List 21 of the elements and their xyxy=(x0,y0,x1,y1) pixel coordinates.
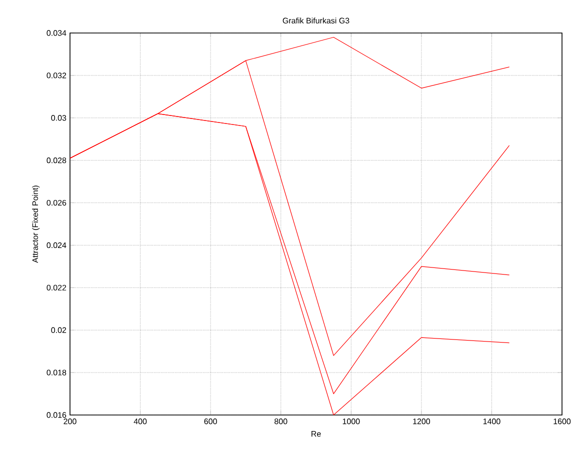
x-tick-label: 1200 xyxy=(413,418,430,424)
x-tick-label: 200 xyxy=(64,418,76,424)
chart-title: Grafik Bifurkasi G3 xyxy=(282,18,350,24)
y-tick-label: 0.018 xyxy=(46,370,66,376)
y-axis-title: Attractor (Fixed Point) xyxy=(32,186,40,263)
x-tick-label: 1400 xyxy=(483,418,500,424)
x-tick-label: 1000 xyxy=(342,418,360,424)
y-tick-label: 0.016 xyxy=(46,412,66,418)
x-tick-label: 400 xyxy=(134,418,147,424)
x-axis-title: Re xyxy=(312,431,321,437)
x-tick-label: 800 xyxy=(274,418,288,424)
y-tick-label: 0.03 xyxy=(51,115,66,121)
y-tick-label: 0.032 xyxy=(46,72,66,78)
y-tick-label: 0.034 xyxy=(46,30,66,36)
x-tick-label: 1600 xyxy=(554,418,571,424)
y-tick-label: 0.02 xyxy=(51,327,66,333)
y-tick-label: 0.024 xyxy=(46,242,66,248)
y-tick-label: 0.026 xyxy=(46,200,66,206)
x-tick-label: 600 xyxy=(204,418,217,424)
y-tick-label: 0.028 xyxy=(46,158,66,164)
y-tick-label: 0.022 xyxy=(46,284,66,290)
